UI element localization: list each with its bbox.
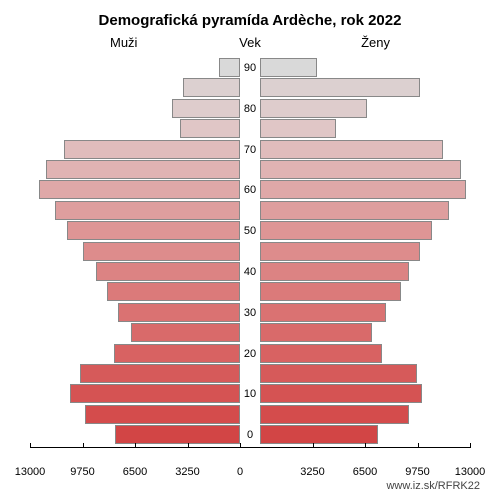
female-bar	[260, 119, 336, 138]
age-label: 90	[240, 62, 260, 74]
x-tick-mark	[313, 443, 314, 448]
female-bar	[260, 262, 409, 281]
male-bar	[55, 201, 240, 220]
x-tick-label: 9750	[405, 466, 429, 478]
male-bar	[114, 344, 240, 363]
male-bar	[80, 364, 240, 383]
male-bar	[183, 78, 240, 97]
female-bar	[260, 180, 466, 199]
female-bar	[260, 160, 461, 179]
bar-row	[30, 242, 470, 262]
x-tick-label: 6500	[353, 466, 377, 478]
male-bar	[46, 160, 240, 179]
bars-wrapper: 90 80 70 60 50 40 30 20 10 0	[30, 58, 470, 448]
x-tick-mark	[83, 443, 84, 448]
bar-row: 60	[30, 180, 470, 200]
female-bar	[260, 303, 386, 322]
chart-title: Demografická pyramída Ardèche, rok 2022	[0, 0, 500, 29]
male-bar	[107, 282, 240, 301]
bar-row: 70	[30, 140, 470, 160]
female-bar	[260, 344, 382, 363]
x-tick-mark	[418, 443, 419, 448]
bar-row	[30, 119, 470, 139]
age-label: 70	[240, 144, 260, 156]
x-tick-label: 9750	[70, 466, 94, 478]
bar-row: 0	[30, 425, 470, 445]
female-bar	[260, 323, 372, 342]
age-label: 80	[240, 103, 260, 115]
x-tick-label: 0	[237, 466, 243, 478]
male-bar	[67, 221, 240, 240]
bar-row: 30	[30, 303, 470, 323]
bar-row	[30, 78, 470, 98]
x-tick-label: 13000	[455, 466, 486, 478]
x-tick-mark	[30, 443, 31, 448]
age-label: 20	[240, 348, 260, 360]
female-label: Ženy	[361, 35, 390, 50]
age-label: 10	[240, 388, 260, 400]
x-tick-mark	[188, 443, 189, 448]
x-tick-mark	[365, 443, 366, 448]
male-bar	[83, 242, 240, 261]
bar-row	[30, 282, 470, 302]
bar-row	[30, 405, 470, 425]
male-bar	[115, 425, 240, 444]
male-bar	[70, 384, 240, 403]
bar-row: 90	[30, 58, 470, 78]
bar-row: 10	[30, 384, 470, 404]
x-tick-mark	[240, 443, 241, 448]
female-bar	[260, 242, 420, 261]
male-bar	[172, 99, 240, 118]
chart-area: 9080706050403020100 13000975065003250032…	[30, 58, 470, 448]
female-bar	[260, 99, 367, 118]
x-tick-mark	[470, 443, 471, 448]
x-tick-label: 3250	[300, 466, 324, 478]
source-url: www.iz.sk/RFRK22	[386, 480, 480, 492]
bar-row	[30, 201, 470, 221]
female-bar	[260, 425, 378, 444]
male-bar	[85, 405, 240, 424]
bar-row	[30, 160, 470, 180]
female-bar	[260, 221, 432, 240]
male-bar	[180, 119, 240, 138]
female-bar	[260, 384, 422, 403]
female-bar	[260, 364, 417, 383]
age-axis-label: Vek	[239, 35, 261, 50]
bar-row: 20	[30, 344, 470, 364]
male-label: Muži	[110, 35, 137, 50]
female-bar	[260, 405, 409, 424]
age-label: 30	[240, 307, 260, 319]
bar-row	[30, 364, 470, 384]
female-bar	[260, 282, 401, 301]
male-bar	[39, 180, 240, 199]
male-bar	[219, 58, 240, 77]
x-tick-mark	[135, 443, 136, 448]
x-tick-label: 3250	[175, 466, 199, 478]
chart-container: Demografická pyramída Ardèche, rok 2022 …	[0, 0, 500, 500]
x-tick-label: 13000	[15, 466, 46, 478]
bar-row: 40	[30, 262, 470, 282]
bar-row	[30, 323, 470, 343]
male-bar	[118, 303, 240, 322]
age-label: 50	[240, 225, 260, 237]
male-bar	[96, 262, 240, 281]
bar-row: 50	[30, 221, 470, 241]
male-bar	[131, 323, 240, 342]
x-axis-line	[30, 447, 470, 448]
female-bar	[260, 78, 420, 97]
female-bar	[260, 140, 443, 159]
female-bar	[260, 58, 317, 77]
x-tick-label: 6500	[123, 466, 147, 478]
male-bar	[64, 140, 240, 159]
header-labels: Muži Vek Ženy	[0, 35, 500, 55]
female-bar	[260, 201, 449, 220]
age-label: 0	[240, 429, 260, 441]
age-label: 40	[240, 266, 260, 278]
bar-row: 80	[30, 99, 470, 119]
age-label: 60	[240, 184, 260, 196]
